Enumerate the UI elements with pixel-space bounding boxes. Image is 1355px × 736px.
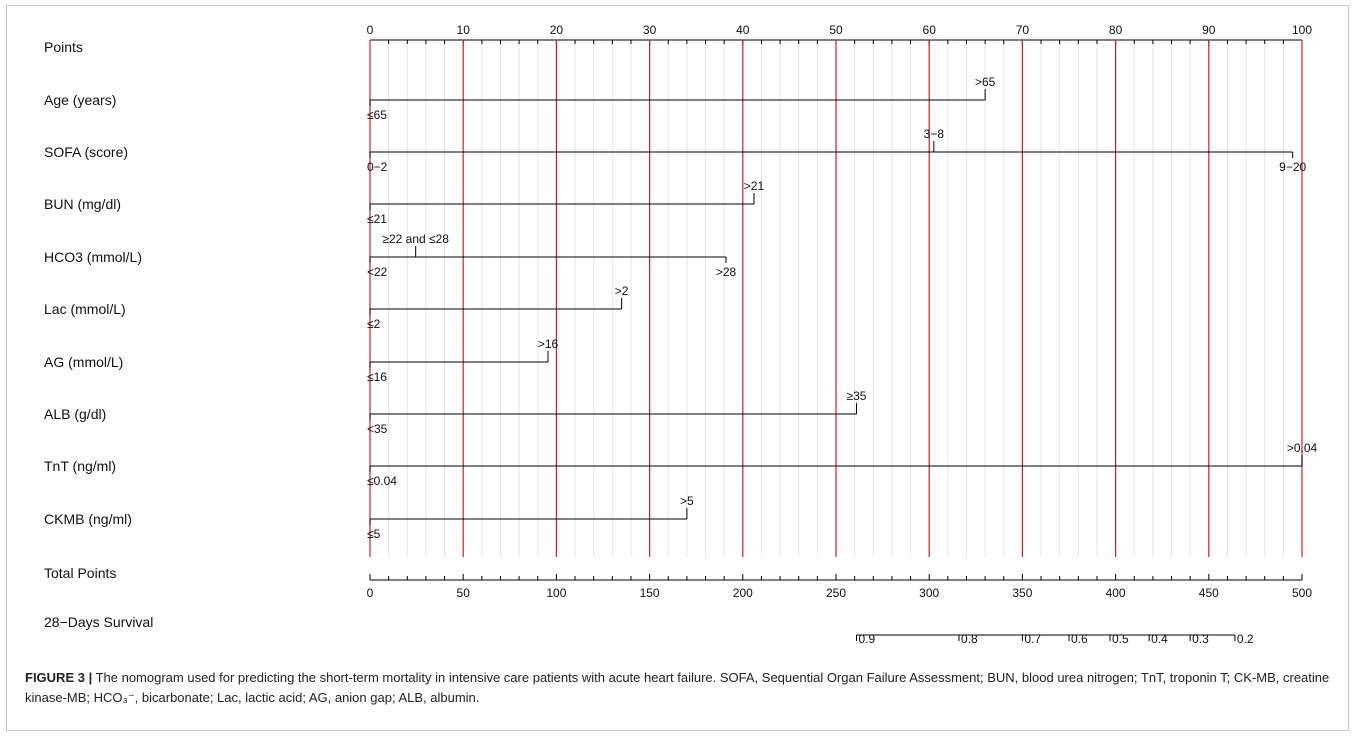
- variable-level-label: ≤0.04: [367, 474, 397, 488]
- row-label-var: AG (mmol/L): [44, 354, 123, 370]
- survival-tick-label: 0.3: [1192, 632, 1209, 646]
- nomogram-chart: Points 0 10 20 30 40 50 60 70 80 90 100 Age (years) ≤…: [44, 23, 1318, 646]
- caption-lead: FIGURE 3 |: [25, 670, 93, 685]
- row-label-survival: 28−Days Survival: [44, 614, 153, 630]
- row-label-var: Age (years): [44, 92, 116, 108]
- total-tick-label: 150: [640, 586, 660, 600]
- variable-level-label: ≤2: [367, 317, 381, 331]
- variable-level-label: ≤65: [367, 108, 387, 122]
- row-label-var: ALB (g/dl): [44, 406, 106, 422]
- total-tick-label: 500: [1292, 586, 1312, 600]
- survival-tick-label: 0.8: [961, 632, 978, 646]
- row-label-total: Total Points: [44, 565, 116, 581]
- variable-level-label: >0.04: [1287, 441, 1318, 455]
- row-label-var: CKMB (ng/ml): [44, 511, 132, 527]
- total-tick-label: 350: [1012, 586, 1032, 600]
- caption-text: The nomogram used for predicting the sho…: [25, 670, 1330, 705]
- variable-level-label: >2: [615, 284, 629, 298]
- points-tick-label: 40: [736, 23, 750, 37]
- survival-tick-label: 0.5: [1112, 632, 1129, 646]
- survival-tick-label: 0.7: [1024, 632, 1041, 646]
- variable-level-label: ≥22 and ≤28: [382, 232, 449, 246]
- points-tick-label: 80: [1109, 23, 1123, 37]
- variable-level-label: <35: [367, 422, 388, 436]
- total-tick-label: 100: [546, 586, 566, 600]
- variable-level-label: ≥35: [847, 389, 867, 403]
- total-tick-label: 450: [1199, 586, 1219, 600]
- variable-level-label: >65: [975, 75, 996, 89]
- row-label-var: SOFA (score): [44, 144, 128, 160]
- total-tick-label: 200: [733, 586, 753, 600]
- points-tick-label: 50: [829, 23, 843, 37]
- points-tick-label: 10: [457, 23, 471, 37]
- total-tick-label: 50: [457, 586, 471, 600]
- points-tick-label: 90: [1202, 23, 1216, 37]
- variable-level-label: >16: [538, 337, 559, 351]
- survival-tick-label: 0.2: [1237, 632, 1254, 646]
- total-tick-label: 400: [1106, 586, 1126, 600]
- points-tick-label: 0: [367, 23, 374, 37]
- row-label-var: TnT (ng/ml): [44, 458, 116, 474]
- variable-level-label: 0−2: [367, 160, 388, 174]
- row-label-var: HCO3 (mmol/L): [44, 249, 142, 265]
- variable-level-label: 3−8: [924, 127, 945, 141]
- variable-level-label: ≤21: [367, 212, 387, 226]
- variable-level-label: >5: [680, 494, 694, 508]
- points-tick-label: 30: [643, 23, 657, 37]
- row-label-points: Points: [44, 39, 83, 55]
- total-tick-label: 0: [367, 586, 374, 600]
- variable-level-label: >28: [716, 265, 737, 279]
- row-label-var: Lac (mmol/L): [44, 301, 126, 317]
- survival-tick-label: 0.9: [859, 632, 876, 646]
- figure-frame: [6, 5, 1349, 731]
- variable-level-label: >21: [744, 179, 765, 193]
- points-tick-label: 20: [550, 23, 564, 37]
- total-tick-label: 250: [826, 586, 846, 600]
- total-tick-label: 300: [919, 586, 939, 600]
- figure-caption: FIGURE 3 | The nomogram used for predict…: [25, 668, 1330, 708]
- variable-level-label: 9−20: [1279, 160, 1306, 174]
- variable-level-label: ≤5: [367, 527, 381, 541]
- variable-level-label: <22: [367, 265, 388, 279]
- survival-tick-label: 0.4: [1151, 632, 1168, 646]
- variable-level-label: ≤16: [367, 370, 387, 384]
- survival-tick-label: 0.6: [1071, 632, 1088, 646]
- row-label-var: BUN (mg/dl): [44, 196, 121, 212]
- points-tick-label: 100: [1292, 23, 1312, 37]
- points-tick-label: 70: [1016, 23, 1030, 37]
- points-tick-label: 60: [923, 23, 937, 37]
